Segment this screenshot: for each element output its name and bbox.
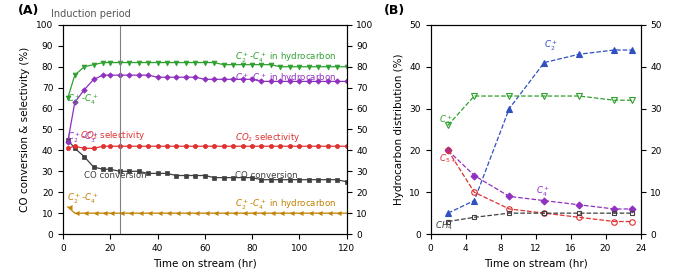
Text: $C_4^+$: $C_4^+$ — [536, 185, 550, 199]
X-axis label: Time on stream (hr): Time on stream (hr) — [484, 258, 587, 268]
Text: $C_3^+$: $C_3^+$ — [440, 114, 454, 128]
Text: $C_2^+$-$C_3^+$ in hydrocarbon: $C_2^+$-$C_3^+$ in hydrocarbon — [235, 72, 337, 86]
Y-axis label: CO conversion & selectivity (%): CO conversion & selectivity (%) — [20, 47, 31, 212]
Text: $CO_2$ selectivity: $CO_2$ selectivity — [235, 131, 301, 144]
Text: $CO_2$ selectivity: $CO_2$ selectivity — [80, 129, 145, 142]
Text: Induction period: Induction period — [52, 9, 131, 19]
Text: $C_2^+$-$C_4^+$ in hydrocarbon: $C_2^+$-$C_4^+$ in hydrocarbon — [235, 198, 337, 212]
Text: (B): (B) — [384, 4, 405, 17]
X-axis label: Time on stream (hr): Time on stream (hr) — [153, 258, 257, 268]
Text: (A): (A) — [18, 4, 39, 17]
Text: $C_2^+$-$C_4^+$: $C_2^+$-$C_4^+$ — [66, 191, 99, 206]
Y-axis label: Hydrocarbon distribution (%): Hydrocarbon distribution (%) — [393, 54, 404, 205]
Text: $C_2^+$-$C_4^+$: $C_2^+$-$C_4^+$ — [66, 93, 99, 107]
Text: $C_2^+$-$C_3^+$: $C_2^+$-$C_3^+$ — [66, 131, 99, 145]
Text: $C_2^+$: $C_2^+$ — [545, 39, 559, 53]
Text: $C_2^+$-$C_4^+$ in hydrocarbon: $C_2^+$-$C_4^+$ in hydrocarbon — [235, 51, 337, 65]
Text: CO conversion: CO conversion — [84, 171, 147, 180]
Text: CO conversion: CO conversion — [235, 171, 298, 180]
Text: $CH_4$: $CH_4$ — [435, 219, 453, 232]
Text: $C_{5+}$: $C_{5+}$ — [440, 153, 456, 165]
